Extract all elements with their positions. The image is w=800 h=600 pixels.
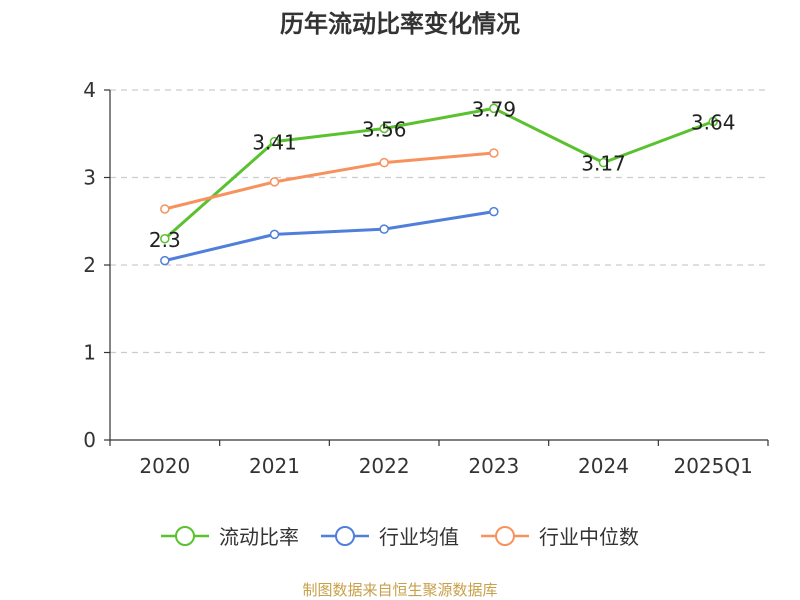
- legend-label: 流动比率: [219, 525, 299, 549]
- series-line: [163, 106, 714, 240]
- series-layer: [160, 103, 718, 266]
- x-tick-label: 2024: [578, 454, 629, 478]
- data-point: [379, 157, 389, 168]
- data-point: [160, 204, 170, 214]
- data-point: [160, 234, 170, 244]
- legend-label: 行业中位数: [539, 525, 639, 549]
- data-label: 3.41: [252, 131, 297, 155]
- y-tick-label: 3: [83, 166, 96, 190]
- x-tick-label: 2023: [468, 454, 519, 478]
- data-label-layer: 2.3 3.41 3.56 3.79 3.17 3.64: [149, 97, 736, 251]
- data-label: 3.64: [691, 111, 736, 135]
- y-tick-label: 0: [83, 428, 96, 452]
- legend-marker-icon: [175, 526, 195, 546]
- y-tick-label: 4: [83, 78, 96, 102]
- data-label: 2.3: [149, 228, 181, 252]
- data-point: [269, 229, 280, 240]
- data-point: [708, 116, 718, 127]
- legend-item: 行业中位数: [481, 525, 639, 549]
- series-line: [164, 210, 495, 263]
- y-tick-label: 2: [83, 253, 96, 277]
- legend-marker-icon: [495, 526, 515, 546]
- legend-item: 流动比率: [161, 525, 299, 549]
- data-label: 3.17: [581, 152, 626, 176]
- x-tick-label: 2025Q1: [673, 454, 752, 478]
- data-point: [489, 206, 499, 217]
- legend: 流动比率 行业均值 行业中位数: [161, 525, 639, 549]
- x-tick-label: 2021: [249, 454, 300, 478]
- data-point: [489, 103, 499, 114]
- axis-layer: 0 1 2 3 4 2020 2021 2022 2023 2024 2025Q1: [83, 78, 769, 478]
- legend-item: 行业均值: [321, 525, 459, 549]
- legend-label: 行业均值: [379, 525, 459, 549]
- data-point: [269, 136, 280, 147]
- y-tick-label: 1: [83, 341, 96, 365]
- data-point: [598, 157, 609, 168]
- data-point: [379, 224, 389, 234]
- data-point: [160, 255, 170, 266]
- data-point: [379, 123, 389, 134]
- data-point: [269, 177, 280, 187]
- data-point: [489, 148, 499, 158]
- x-tick-label: 2020: [139, 454, 190, 478]
- source-note: 制图数据来自恒生聚源数据库: [302, 581, 497, 599]
- data-label: 3.56: [362, 118, 407, 142]
- series-line: [164, 151, 494, 211]
- x-tick-label: 2022: [359, 454, 410, 478]
- data-label: 3.79: [472, 97, 517, 121]
- legend-marker-icon: [335, 526, 355, 546]
- chart-title: 历年流动比率变化情况: [280, 10, 520, 38]
